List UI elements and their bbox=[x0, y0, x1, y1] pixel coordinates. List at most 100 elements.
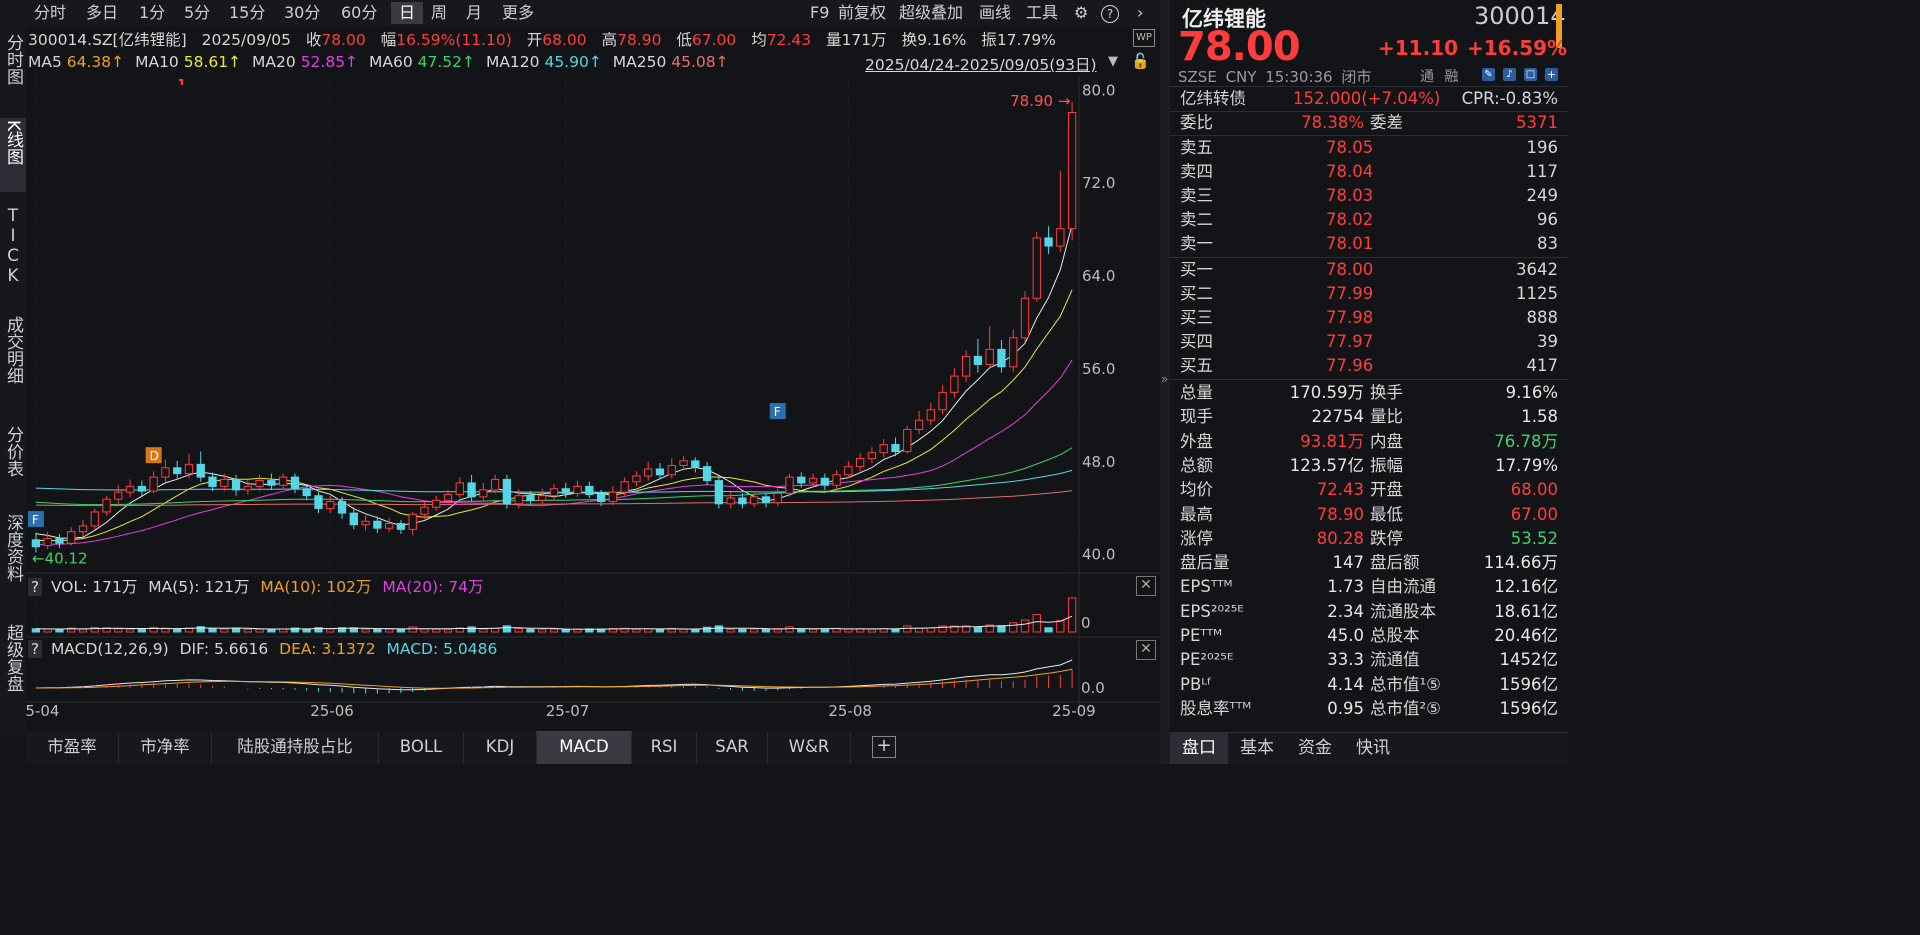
help-icon[interactable]: ? bbox=[1101, 5, 1119, 23]
tab-basic[interactable]: 基本 bbox=[1240, 738, 1274, 758]
gear-icon[interactable]: ⚙ bbox=[1074, 3, 1089, 22]
volume-bar bbox=[396, 628, 406, 633]
period-tab-5min[interactable]: 5分 bbox=[184, 3, 211, 22]
period-tab-fenshi[interactable]: 分时 bbox=[34, 3, 67, 22]
edit-icon[interactable]: ✎ bbox=[1482, 68, 1495, 81]
period-tab-1min[interactable]: 1分 bbox=[139, 3, 166, 22]
stat-value-2: 1596亿 bbox=[1499, 674, 1559, 694]
side-tab-fenshi[interactable]: 分时图 bbox=[0, 32, 26, 104]
weibi-label: 委比 bbox=[1180, 113, 1213, 132]
volume-bar bbox=[78, 628, 88, 633]
tab-news[interactable]: 快讯 bbox=[1356, 738, 1390, 758]
tools-button[interactable]: 工具 bbox=[1026, 3, 1059, 22]
add-indicator-icon[interactable]: + bbox=[872, 736, 896, 758]
marker-badge bbox=[145, 447, 162, 464]
draw-button[interactable]: 画线 bbox=[979, 3, 1012, 22]
range-value: 16.59%(11.10) bbox=[396, 31, 512, 49]
tab-sar[interactable]: SAR bbox=[697, 731, 768, 764]
window-icon[interactable]: □ bbox=[1524, 68, 1537, 81]
stat-value: 4.14 bbox=[1327, 674, 1364, 694]
tab-kdj[interactable]: KDJ bbox=[464, 731, 537, 764]
bid-row[interactable]: 买三 77.98 888 bbox=[1180, 306, 1560, 330]
tab-orderbook[interactable]: 盘口 bbox=[1170, 733, 1228, 764]
tab-pb[interactable]: 市净率 bbox=[119, 731, 212, 764]
side-tab-replay[interactable]: 超级复盘 bbox=[0, 624, 26, 720]
tab-pe[interactable]: 市盈率 bbox=[26, 731, 119, 764]
chevron-right-icon[interactable]: › bbox=[1137, 3, 1144, 22]
price-change-pct: +16.59% bbox=[1467, 36, 1568, 60]
stat-label: 现手 bbox=[1180, 407, 1213, 427]
candle-body bbox=[844, 466, 853, 476]
marker-label: F bbox=[32, 513, 39, 527]
bid-row[interactable]: 买四 77.97 39 bbox=[1180, 330, 1560, 354]
ask-row[interactable]: 卖五 78.05 196 bbox=[1180, 136, 1560, 160]
period-tab-15min[interactable]: 15分 bbox=[229, 3, 266, 22]
tab-wr[interactable]: W&R bbox=[768, 731, 851, 764]
ask-volume: 83 bbox=[1537, 234, 1558, 253]
period-tab-30min[interactable]: 30分 bbox=[284, 3, 321, 22]
close-icon[interactable]: ✕ bbox=[1136, 576, 1156, 596]
candle-body bbox=[102, 498, 111, 513]
vol-ma20: MA(20): 74万 bbox=[382, 578, 484, 596]
stat-value-2: 9.16% bbox=[1505, 383, 1558, 402]
high-value: 78.90 bbox=[617, 31, 662, 49]
range-label: 幅 bbox=[380, 31, 397, 49]
ask-row[interactable]: 卖一 78.01 83 bbox=[1180, 232, 1560, 256]
period-tab-day[interactable]: 日 bbox=[391, 2, 423, 24]
bell-icon[interactable]: ♪ bbox=[1503, 68, 1516, 81]
close-icon[interactable]: ✕ bbox=[1136, 640, 1156, 660]
side-tab-kline[interactable]: K线图 bbox=[0, 118, 26, 192]
caret-down-icon[interactable]: ▼ bbox=[1108, 54, 1118, 69]
ma20-value: 52.85↑ bbox=[300, 53, 359, 71]
candle-body bbox=[208, 476, 217, 487]
overlay-button[interactable]: 超级叠加 bbox=[899, 3, 964, 22]
price-tick-label: 56.0 bbox=[1082, 360, 1115, 378]
volume-bar bbox=[632, 628, 641, 633]
add-icon[interactable]: + bbox=[1545, 68, 1558, 81]
tab-rsi[interactable]: RSI bbox=[632, 731, 697, 764]
stat-value: 170.59万 bbox=[1289, 383, 1364, 402]
candle-body bbox=[714, 480, 724, 505]
volume-bar bbox=[149, 626, 158, 633]
side-tab-tick[interactable]: TICK bbox=[0, 206, 26, 302]
ask-row[interactable]: 卖四 78.04 117 bbox=[1180, 160, 1560, 184]
period-tab-60min[interactable]: 60分 bbox=[341, 3, 378, 22]
panel-divider[interactable]: » bbox=[1160, 0, 1170, 764]
unlock-icon[interactable]: 🔓 bbox=[1131, 52, 1150, 70]
side-tab-deals[interactable]: 成交明细 bbox=[0, 316, 26, 410]
date-range[interactable]: 2025/04/24-2025/09/05(93日) bbox=[865, 56, 1097, 74]
stat-value: 147 bbox=[1332, 553, 1365, 573]
side-tab-label: TICK bbox=[3, 206, 23, 286]
wp-icon[interactable]: WP bbox=[1133, 29, 1155, 47]
quote-panel: 亿纬锂能 300014 78.00 +11.10 +16.59% SZSE CN… bbox=[1170, 0, 1568, 764]
period-tab-more[interactable]: 更多 bbox=[502, 3, 535, 22]
vol-help-button[interactable]: ? bbox=[28, 578, 42, 596]
period-tab-month[interactable]: 月 bbox=[466, 3, 483, 22]
kline-chart[interactable]: 80.0 72.0 64.0 56.0 48.0 40.0 78.90 → ←40.12 F D… bbox=[26, 76, 1160, 716]
bid-row[interactable]: 买五 77.96 417 bbox=[1180, 354, 1560, 378]
period-tab-week[interactable]: 周 bbox=[431, 3, 448, 22]
bid-row[interactable]: 买二 77.99 1125 bbox=[1180, 282, 1560, 306]
period-tab-multiday[interactable]: 多日 bbox=[86, 3, 119, 22]
side-tab-price-table[interactable]: 分价表 bbox=[0, 426, 26, 498]
chevron-right-icon[interactable]: » bbox=[1161, 372, 1169, 386]
side-tab-depth-info[interactable]: 深度资料 bbox=[0, 514, 26, 610]
tab-boll[interactable]: BOLL bbox=[379, 731, 464, 764]
ask-row[interactable]: 卖二 78.02 96 bbox=[1180, 208, 1560, 232]
tab-macd[interactable]: MACD bbox=[537, 731, 632, 764]
candle-body bbox=[78, 525, 88, 533]
ask-row[interactable]: 卖三 78.03 249 bbox=[1180, 184, 1560, 208]
adjust-button[interactable]: 前复权 bbox=[838, 3, 887, 22]
volume-bar bbox=[750, 628, 759, 633]
macd-help-button[interactable]: ? bbox=[28, 640, 42, 658]
marker-label: D bbox=[150, 449, 159, 463]
close-value: 78.00 bbox=[321, 31, 366, 49]
candle-body bbox=[149, 476, 158, 492]
bid-row[interactable]: 买一 78.00 3642 bbox=[1180, 258, 1560, 282]
volume-bar bbox=[408, 626, 417, 633]
tab-hk-holding[interactable]: 陆股通持股占比 bbox=[212, 731, 379, 764]
ask-label: 卖五 bbox=[1180, 138, 1213, 157]
f9-button[interactable]: F9 bbox=[810, 3, 830, 22]
bond-row[interactable]: 亿纬转债 152.000(+7.04%) CPR:-0.83% bbox=[1180, 87, 1560, 111]
tab-funds[interactable]: 资金 bbox=[1298, 738, 1332, 758]
